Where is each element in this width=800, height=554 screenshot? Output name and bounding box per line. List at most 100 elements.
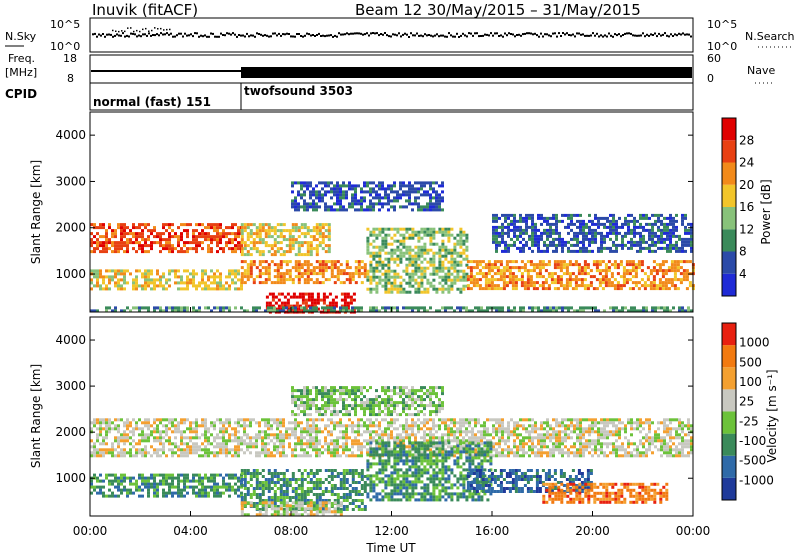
heatmap-cell-power [264,309,267,313]
heatmap-cell-velocity [267,448,270,452]
heatmap-cell-velocity [450,421,453,425]
heatmap-cell-power [265,304,269,308]
heatmap-cell-power [234,269,237,273]
heatmap-cell-velocity [543,451,546,455]
heatmap-cell-power [384,242,388,246]
heatmap-cell-power [168,284,171,288]
heatmap-cell-power [390,227,394,231]
heatmap-cell-power [399,254,403,258]
heatmap-cell-power [441,184,444,188]
heatmap-cell-velocity [330,454,333,458]
heatmap-cell-power [408,248,412,252]
heatmap-cell-velocity [564,451,567,455]
heatmap-cell-power [234,275,237,279]
heatmap-cell-power [108,275,111,279]
heatmap-cell-power [357,184,360,188]
heatmap-cell-power [631,281,635,285]
heatmap-cell-velocity [345,424,348,428]
heatmap-cell-power [280,301,284,305]
heatmap-cell-power [316,298,320,302]
heatmap-cell-power [685,272,689,276]
nsky-point [316,34,318,36]
heatmap-cell-velocity [363,424,366,428]
heatmap-cell-power [159,278,162,282]
heatmap-cell-velocity [474,418,477,422]
heatmap-cell-power [306,187,309,191]
heatmap-cell-power [663,240,666,244]
heatmap-cell-velocity [453,433,456,437]
heatmap-cell-power [294,260,298,264]
heatmap-cell-velocity [552,445,555,449]
heatmap-cell-power [351,278,355,282]
heatmap-cell-power [609,213,612,217]
heatmap-cell-power [243,275,247,279]
heatmap-cell-velocity [144,436,147,440]
heatmap-cell-velocity [564,418,567,422]
heatmap-cell-power [565,269,569,273]
heatmap-cell-power [456,269,460,273]
heatmap-cell-velocity [381,433,384,437]
heatmap-cell-power [342,190,345,194]
heatmap-cell-power [381,245,385,249]
heatmap-cell-power [429,202,432,206]
heatmap-cell-power [246,235,250,239]
heatmap-cell-power [255,232,259,236]
heatmap-cell-velocity [582,427,585,431]
heatmap-cell-velocity [588,439,591,443]
nsky-point [168,33,170,36]
heatmap-cell-power [318,266,322,270]
heatmap-cell-power [532,284,536,288]
heatmap-cell-velocity [438,427,441,431]
heatmap-cell-velocity [315,418,318,422]
heatmap-cell-power [690,231,693,235]
heatmap-cell-velocity [294,442,297,446]
heatmap-cell-power [357,199,360,203]
heatmap-cell-velocity [441,418,444,422]
heatmap-cell-power [192,241,195,245]
heatmap-cell-velocity [528,430,531,434]
heatmap-cell-power [309,253,313,257]
heatmap-cell-velocity [261,418,264,422]
heatmap-cell-power [270,281,274,285]
heatmap-cell-velocity [99,421,102,425]
heatmap-cell-power [340,298,344,302]
heatmap-cell-power [475,284,479,288]
heatmap-cell-velocity [501,430,504,434]
heatmap-cell-velocity [561,439,564,443]
heatmap-cell-power [423,290,427,294]
heatmap-cell-velocity [399,424,402,428]
heatmap-cell-power [393,284,397,288]
heatmap-cell-power [405,205,408,209]
heatmap-cell-power [643,284,647,288]
heatmap-cell-power [99,226,102,230]
heatmap-cell-power [580,284,584,288]
heatmap-cell-power [303,190,306,194]
heatmap-cell-velocity [225,439,228,443]
heatmap-cell-power [555,216,558,220]
heatmap-cell-power [135,287,138,291]
heatmap-cell-power [402,193,405,197]
heatmap-cell-velocity [534,421,537,425]
nsky-point [478,35,480,38]
heatmap-cell-power [276,250,280,254]
heatmap-cell-power [219,232,222,236]
heatmap-cell-power [402,242,406,246]
heatmap-cell-power [667,269,671,273]
heatmap-cell-power [420,275,424,279]
heatmap-cell-velocity [171,424,174,428]
heatmap-cell-power [420,306,423,310]
heatmap-cell-velocity [453,445,456,449]
heatmap-cell-power [279,278,283,282]
heatmap-cell-velocity [186,427,189,431]
heatmap-cell-power [657,213,660,217]
heatmap-cell-power [405,269,409,273]
heatmap-cell-power [459,245,463,249]
nsky-point [406,33,408,36]
heatmap-cell-velocity [456,436,459,440]
heatmap-cell-power [114,247,117,251]
heatmap-cell-power [304,301,308,305]
heatmap-cell-power [423,193,426,197]
heatmap-cell-power [339,309,342,313]
heatmap-cell-power [324,260,328,264]
heatmap-cell-power [300,232,304,236]
